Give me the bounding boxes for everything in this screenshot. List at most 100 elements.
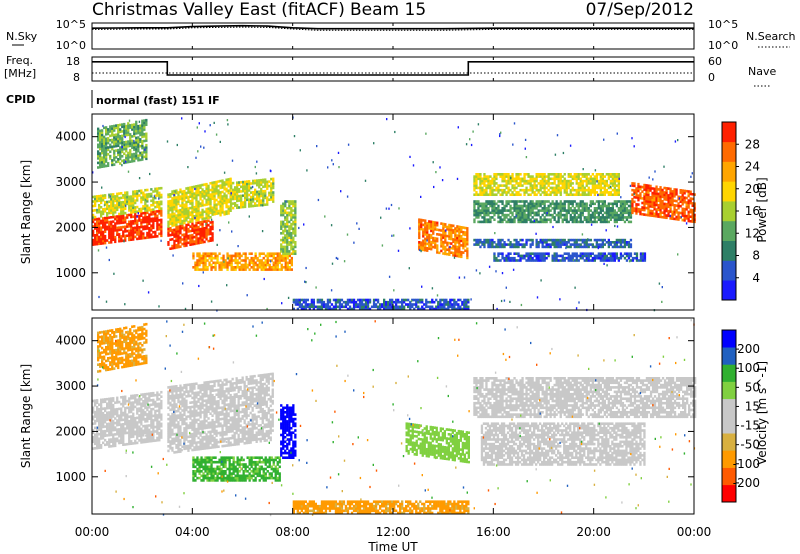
power-cell (108, 195, 111, 199)
power-cell (541, 182, 544, 185)
power-cell (649, 202, 652, 206)
power-cell (100, 237, 103, 241)
power-cell (599, 207, 602, 210)
power-cell (601, 243, 604, 246)
power-cell (203, 231, 206, 235)
power-noise-dot (215, 133, 218, 136)
power-noise-dot (535, 232, 537, 235)
power-cell (246, 196, 249, 199)
power-cell (631, 182, 634, 185)
power-noise-dot (105, 300, 108, 303)
power-cell (124, 216, 127, 220)
power-cell (419, 307, 422, 311)
power-cell (487, 243, 490, 246)
power-cell (264, 261, 267, 265)
power-cell (485, 191, 488, 194)
power-cell (669, 217, 672, 220)
power-cell (300, 303, 303, 306)
power-cell (689, 220, 692, 223)
power-cell (615, 213, 618, 217)
power-cell (420, 218, 423, 222)
power-noise-dot (304, 280, 306, 283)
power-cell (282, 238, 285, 242)
power-cell (515, 207, 518, 210)
power-cell (649, 184, 652, 188)
power-cell (124, 227, 127, 231)
power-cell (547, 254, 550, 258)
power-cell (511, 173, 514, 176)
power-cell (613, 209, 616, 212)
power-cell (430, 222, 433, 226)
power-cell (473, 204, 476, 208)
power-cell (424, 219, 427, 222)
power-cell (509, 193, 512, 196)
power-cell (189, 241, 192, 244)
power-cell (286, 238, 289, 242)
power-cell (167, 211, 170, 215)
power-cell (617, 245, 620, 249)
power-cell (685, 217, 688, 220)
power-cell (418, 218, 421, 221)
power-cell (483, 177, 486, 181)
power-cell (150, 213, 153, 216)
power-cell (569, 243, 572, 246)
power-cell (129, 133, 132, 136)
power-cell (485, 186, 488, 190)
power-cell (266, 268, 269, 271)
power-cell (260, 199, 263, 202)
power-cell (236, 195, 239, 198)
power-cell (559, 209, 562, 212)
power-cell (687, 203, 690, 207)
power-cell (503, 207, 506, 210)
power-cell (559, 175, 562, 178)
power-cell (467, 300, 470, 304)
power-cell (152, 203, 155, 207)
power-cell (617, 191, 620, 194)
power-cell (171, 247, 174, 250)
power-cell (499, 238, 502, 242)
power-cell (448, 253, 451, 256)
power-cell (236, 259, 239, 262)
power-cell (601, 218, 604, 221)
power-cell (601, 200, 604, 203)
power-cell (292, 209, 295, 212)
power-cell (105, 126, 108, 129)
power-cell (487, 207, 490, 210)
power-cell (171, 212, 174, 216)
power-cell (523, 200, 526, 203)
power-cell (156, 235, 159, 238)
power-cell (126, 223, 129, 226)
power-noise-dot (108, 258, 110, 262)
power-cell (563, 188, 566, 192)
power-cell (268, 191, 271, 195)
power-cell (248, 189, 251, 192)
power-cell (213, 194, 216, 198)
power-cell (175, 196, 178, 199)
power-cell (222, 263, 225, 267)
power-cell (134, 215, 137, 218)
power-noise-dot (409, 155, 411, 158)
power-cell (372, 298, 376, 302)
power-cell (495, 175, 498, 178)
power-cell (507, 256, 510, 260)
power-cell (625, 252, 629, 255)
power-cell (565, 216, 568, 219)
power-noise-dot (469, 138, 471, 141)
power-cell (145, 152, 148, 156)
power-cell (201, 199, 204, 203)
power-cell (146, 211, 149, 214)
power-cell (463, 298, 466, 302)
power-cell (278, 259, 281, 262)
power-cell (126, 213, 129, 217)
power-cell (607, 259, 610, 262)
power-cell (569, 184, 572, 187)
power-cell (254, 256, 257, 260)
power-cell (593, 184, 596, 187)
power-cell (505, 216, 508, 219)
power-cell (509, 175, 512, 178)
cpid-label: CPID (6, 93, 35, 106)
power-cell (240, 190, 243, 193)
power-cell (523, 243, 526, 246)
power-cell (417, 298, 420, 302)
power-cell (128, 222, 131, 226)
